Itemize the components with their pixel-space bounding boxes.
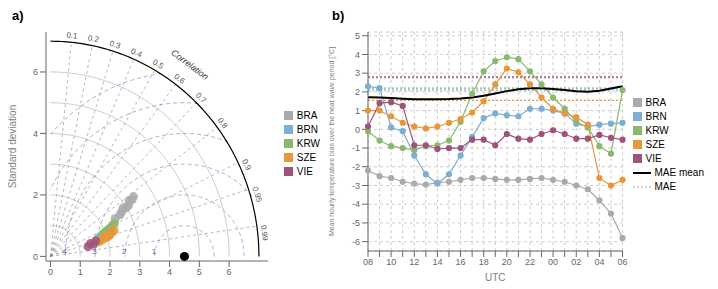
html-text:BRN: BRN	[645, 111, 667, 122]
svg-text:1: 1	[152, 247, 157, 256]
html-text:VIE: VIE	[296, 165, 313, 177]
svg-text:06: 06	[618, 257, 628, 267]
svg-text:4: 4	[167, 267, 172, 277]
svg-text:-5: -5	[352, 218, 360, 228]
svg-text:0.7: 0.7	[194, 91, 209, 106]
svg-text:4: 4	[63, 247, 68, 256]
svg-text:4: 4	[355, 50, 360, 60]
svg-text:Standard deviation: Standard deviation	[8, 105, 18, 188]
svg-text:0.5: 0.5	[151, 58, 166, 72]
svg-text:14: 14	[432, 257, 442, 267]
svg-text:2: 2	[355, 87, 360, 97]
svg-text:5: 5	[355, 31, 360, 41]
html-text:KRW: KRW	[296, 137, 320, 149]
svg-text:0.8: 0.8	[216, 116, 230, 131]
html-text:KRW: KRW	[645, 125, 669, 136]
svg-text:1: 1	[355, 106, 360, 116]
html-text:BRA: BRA	[296, 109, 318, 121]
svg-text:0.95: 0.95	[250, 186, 264, 204]
svg-text:18: 18	[479, 257, 489, 267]
svg-text:0.3: 0.3	[108, 39, 122, 51]
svg-text:3: 3	[92, 246, 97, 256]
html-text:VIE: VIE	[645, 153, 662, 164]
svg-text:00: 00	[548, 257, 558, 267]
svg-text:1: 1	[78, 267, 83, 277]
svg-text:12: 12	[409, 257, 419, 267]
svg-text:-3: -3	[352, 181, 360, 191]
svg-text:10: 10	[386, 257, 396, 267]
svg-text:2: 2	[33, 190, 38, 200]
svg-text:0.4: 0.4	[130, 47, 144, 60]
svg-text:20: 20	[502, 257, 512, 267]
svg-text:5: 5	[197, 267, 202, 277]
svg-text:6: 6	[33, 67, 38, 77]
svg-text:22: 22	[525, 257, 535, 267]
svg-text:04: 04	[594, 257, 604, 267]
svg-text:0: 0	[48, 267, 53, 277]
html-text:SZE: SZE	[645, 139, 665, 150]
svg-text:2: 2	[108, 267, 113, 277]
svg-text:2: 2	[122, 247, 127, 256]
svg-text:0.2: 0.2	[87, 33, 100, 44]
svg-text:-4: -4	[352, 199, 360, 209]
svg-text:02: 02	[571, 257, 581, 267]
svg-text:6: 6	[227, 267, 232, 277]
svg-text:16: 16	[456, 257, 466, 267]
svg-text:-6: -6	[352, 237, 360, 247]
svg-text:0.99: 0.99	[259, 224, 268, 241]
svg-text:-2: -2	[352, 162, 360, 172]
svg-text:Correlation: Correlation	[169, 47, 210, 81]
svg-text:0.6: 0.6	[172, 72, 187, 86]
svg-text:3: 3	[355, 68, 360, 78]
html-text:BRA: BRA	[645, 97, 667, 108]
html-text:MAE: MAE	[654, 181, 677, 192]
html-text:MAE mean: MAE mean	[654, 167, 704, 178]
svg-text:08: 08	[363, 257, 373, 267]
html-text:a): a)	[12, 8, 24, 23]
svg-text:UTC: UTC	[485, 272, 506, 281]
svg-text:0.1: 0.1	[66, 32, 79, 41]
html-text:BRN: BRN	[296, 123, 318, 135]
svg-text:0: 0	[33, 252, 38, 262]
svg-text:4: 4	[33, 129, 38, 139]
svg-text:3: 3	[137, 267, 142, 277]
svg-text:0.9: 0.9	[240, 158, 253, 172]
svg-text:Mean hourly temperature bias o: Mean hourly temperature bias over the he…	[328, 47, 336, 236]
svg-text:-1: -1	[352, 143, 360, 153]
svg-text:0: 0	[355, 125, 360, 135]
html-text:b): b)	[332, 8, 345, 23]
html-text:SZE: SZE	[296, 151, 317, 163]
